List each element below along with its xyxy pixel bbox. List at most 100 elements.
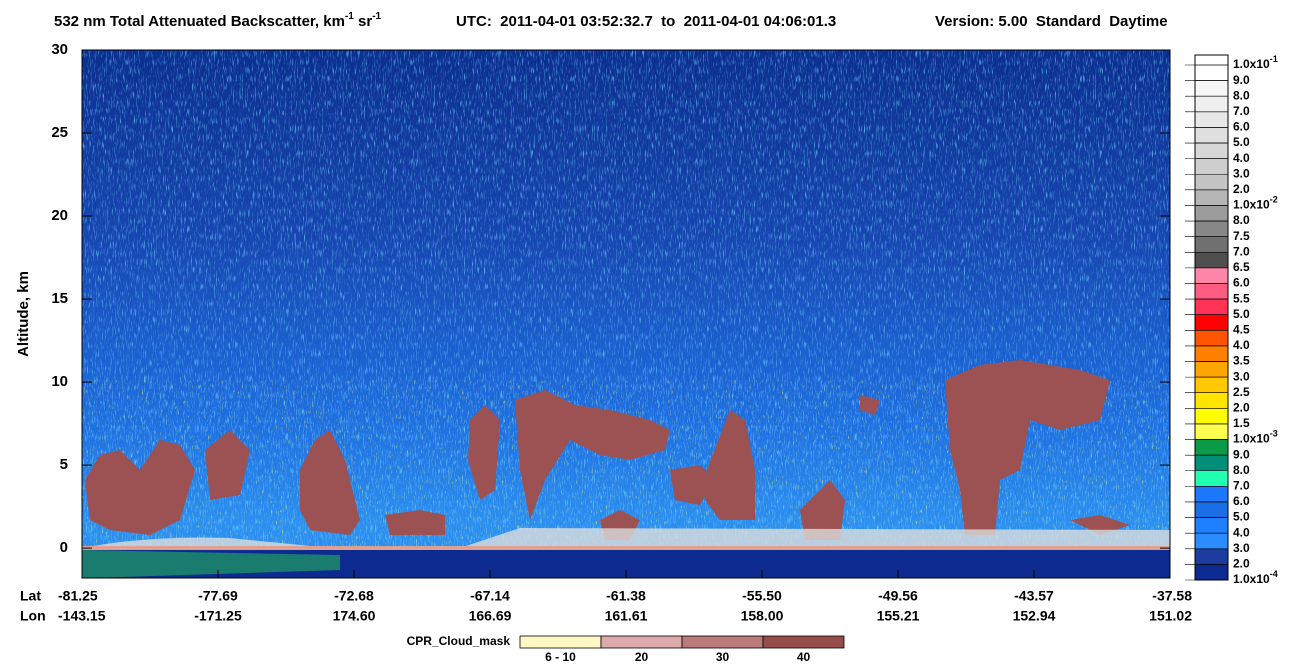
cpr-title: CPR_Cloud_mask [407,634,511,648]
y-tick-label: 20 [51,207,68,224]
colorbar-swatch [1194,314,1229,331]
title-sup: -1 [345,11,354,22]
colorbar-swatch [1194,423,1229,440]
cpr-label: 20 [635,650,649,664]
clouds [85,360,1130,540]
colorbar-label: 7.0 [1233,104,1250,118]
backscatter-image [82,50,1170,578]
colorbar-swatch [1194,564,1229,581]
colorbar-label: 9.0 [1233,73,1250,87]
lat-label: -49.56 [878,588,918,604]
colorbar-swatch [1194,454,1229,472]
colorbar-label: 9.0 [1233,447,1250,461]
colorbar-swatch [1194,439,1229,456]
utc-range: UTC: 2011-04-01 03:52:32.7 to 2011-04-01… [456,13,836,30]
colorbar-swatch [1194,173,1229,191]
colorbar-exp: -1 [1270,54,1278,64]
lat-label: -37.58 [1152,588,1192,604]
cpr-swatch [519,635,602,649]
colorbar-label: 4.0 [1233,525,1250,539]
colorbar-swatch [1194,267,1229,284]
colorbar-swatch [1194,501,1229,518]
colorbar-label: 5.0 [1233,135,1250,149]
colorbar-swatch [1194,548,1229,565]
lon-row-label: Lon [20,608,46,624]
colorbar-swatch [1194,408,1229,425]
colorbar-label: 1.5 [1233,416,1250,430]
y-tick-label: 10 [51,373,68,390]
colorbar-swatch [1194,236,1229,253]
colorbar-exp: -2 [1270,195,1278,205]
lon-label: 152.94 [1013,608,1056,624]
colorbar-label: 3.0 [1233,541,1250,555]
colorbar-label: 7.5 [1233,229,1250,243]
y-tick-label: 0 [60,539,68,556]
lon-label: 158.00 [741,608,784,624]
version: Version: 5.00 Standard Daytime [935,13,1168,30]
cpr-label: 6 - 10 [545,650,576,664]
colorbar-label: 8.0 [1233,88,1250,102]
colorbar-label: 3.0 [1233,166,1250,180]
colorbar-label: 2.0 [1233,401,1250,415]
lon-label: 155.21 [877,608,920,624]
colorbar-mantissa: 1.0x10 [1233,198,1270,212]
cpr-swatch [762,635,845,649]
colorbar-swatch [1194,127,1229,144]
colorbar-swatch [1194,80,1229,97]
colorbar-label: 2.0 [1233,557,1250,571]
lon-label: -171.25 [194,608,242,624]
lon-label: 174.60 [333,608,376,624]
colorbar-label: 4.5 [1233,322,1250,336]
colorbar-label: 2.0 [1233,182,1250,196]
lat-label: -81.25 [58,588,98,604]
cpr-swatch [681,635,764,649]
colorbar-label: 6.5 [1233,260,1250,274]
colorbar-swatch [1194,298,1229,315]
title-sup: -1 [372,11,381,22]
colorbar-label: 6.0 [1233,494,1250,508]
colorbar-label: 3.5 [1233,354,1250,368]
lat-label: -72.68 [334,588,374,604]
colorbar-label: 1.0x10-2 [1233,195,1278,212]
colorbar-label: 7.0 [1233,479,1250,493]
colorbar-exp: -3 [1270,429,1278,439]
title-text: 532 nm Total Attenuated Backscatter, km [54,13,345,30]
lat-label: -67.14 [470,588,510,604]
colorbar-label: 7.0 [1233,244,1250,258]
colorbar-swatch [1194,158,1229,175]
colorbar-swatch [1194,95,1229,113]
colorbar-swatch [1194,220,1229,237]
cpr-label: 40 [797,650,811,664]
colorbar-swatch [1194,470,1229,487]
y-tick-label: 5 [60,456,68,473]
cpr-swatch [600,635,683,649]
colorbar-label: 3.0 [1233,369,1250,383]
y-tick-label: 25 [51,124,68,141]
lat-label: -43.57 [1014,588,1054,604]
surface-return [82,528,1170,548]
colorbar-swatch [1194,111,1229,128]
colorbar-swatch [1194,283,1229,300]
colorbar-swatch [1194,532,1229,550]
colorbar-swatch [1194,64,1229,81]
colorbar-label: 5.5 [1233,291,1250,305]
surface-line [82,546,1170,550]
colorbar-label: 1.0x10-4 [1233,569,1278,586]
colorbar-label: 2.5 [1233,385,1250,399]
colorbar-label: 4.0 [1233,151,1250,165]
colorbar-swatch [1194,376,1229,393]
lat-label: -61.38 [606,588,646,604]
lon-label: 161.61 [605,608,648,624]
colorbar-label: 1.0x10-1 [1233,54,1278,71]
lat-label: -55.50 [742,588,782,604]
chart-title: 532 nm Total Attenuated Backscatter, km-… [54,11,382,30]
colorbar-label: 5.0 [1233,510,1250,524]
colorbar-swatch [1194,330,1229,347]
colorbar-mantissa: 1.0x10 [1233,432,1270,446]
colorbar-mantissa: 1.0x10 [1233,572,1270,586]
colorbar-swatch [1194,205,1229,222]
title-text: sr [354,13,373,30]
cpr-label: 30 [716,650,730,664]
lon-label: 166.69 [469,608,512,624]
